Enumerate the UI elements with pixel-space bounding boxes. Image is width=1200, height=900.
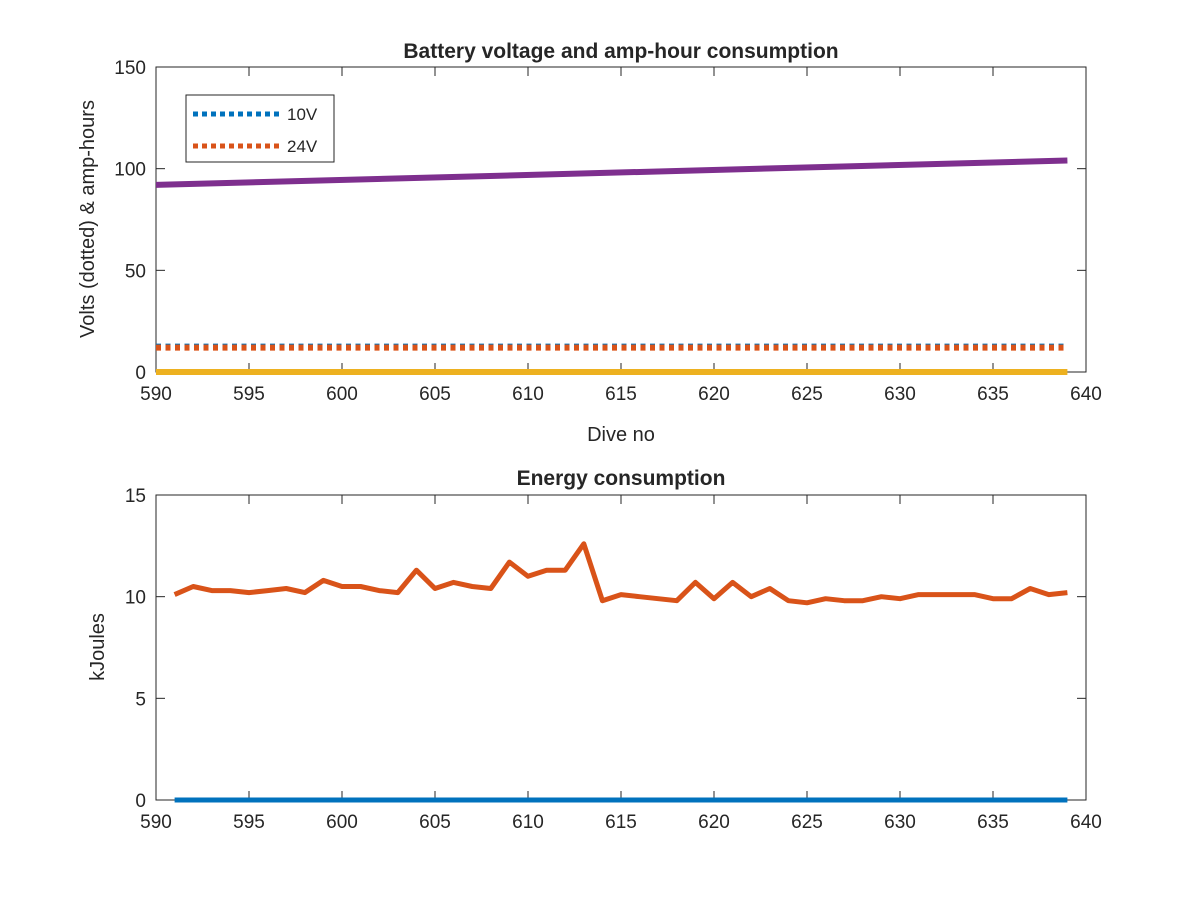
legend-label-10v: 10V — [287, 105, 318, 124]
x-tick-label: 590 — [140, 812, 172, 833]
x-tick-label: 600 — [326, 812, 358, 833]
series-line-1 — [173, 541, 1068, 606]
y-tick-label: 15 — [125, 486, 146, 507]
x-tick-label: 635 — [977, 812, 1009, 833]
y-tick-label: 0 — [135, 363, 146, 384]
x-tick-label: 595 — [233, 812, 265, 833]
x-tick-label: 610 — [512, 812, 544, 833]
series-group — [173, 541, 1068, 803]
x-tick-label: 595 — [233, 384, 265, 405]
y-tick-label: 5 — [135, 689, 146, 710]
x-tick-label: 625 — [791, 384, 823, 405]
axis-ticks: 590 595 600 605 610 615 620 625 630 635 640 0 5 10 15 — [125, 486, 1102, 833]
x-tick-label: 615 — [605, 812, 637, 833]
energy-consumption-panel: 590 595 600 605 610 615 620 625 630 635 640051015 … — [87, 467, 1102, 833]
series-line-3 — [155, 157, 1068, 188]
chart-title: Battery voltage and amp-hour consumption — [403, 40, 838, 63]
x-tick-label: 600 — [326, 384, 358, 405]
y-tick-label: 150 — [114, 58, 146, 79]
y-tick-label: 10 — [125, 588, 146, 609]
legend-box — [185, 94, 335, 163]
x-tick-label: 640 — [1070, 812, 1102, 833]
x-tick-label: 620 — [698, 812, 730, 833]
x-tick-label: 635 — [977, 384, 1009, 405]
x-axis-label: Dive no — [587, 424, 655, 446]
legend-label-24v: 24V — [287, 137, 318, 156]
x-tick-label: 640 — [1070, 384, 1102, 405]
x-tick-label: 605 — [419, 384, 451, 405]
legend: 10V 24V — [185, 94, 335, 163]
chart-title: Energy consumption — [517, 467, 726, 490]
x-tick-label: 590 — [140, 384, 172, 405]
x-tick-label: 630 — [884, 812, 916, 833]
axis-ticks: 590 595 600 605 610 615 620 625 630 635 640 0 50 100 1… — [114, 58, 1102, 405]
y-axis-label: Volts (dotted) & amp-hours — [77, 100, 99, 338]
x-tick-label: 615 — [605, 384, 637, 405]
plot-area — [155, 494, 1087, 801]
x-tick-label: 610 — [512, 384, 544, 405]
x-tick-label: 620 — [698, 384, 730, 405]
y-tick-label: 100 — [114, 160, 146, 181]
y-tick-label: 0 — [135, 791, 146, 812]
series-group — [155, 157, 1068, 375]
voltage-amp-hour-panel: 590 595 600 605 610 615 620 625 630 635 640 0 50 100 1… — [77, 40, 1102, 446]
y-axis-label: kJoules — [87, 613, 109, 681]
y-tick-label: 50 — [125, 261, 146, 282]
x-tick-label: 625 — [791, 812, 823, 833]
x-tick-label: 630 — [884, 384, 916, 405]
x-tick-label: 605 — [419, 812, 451, 833]
